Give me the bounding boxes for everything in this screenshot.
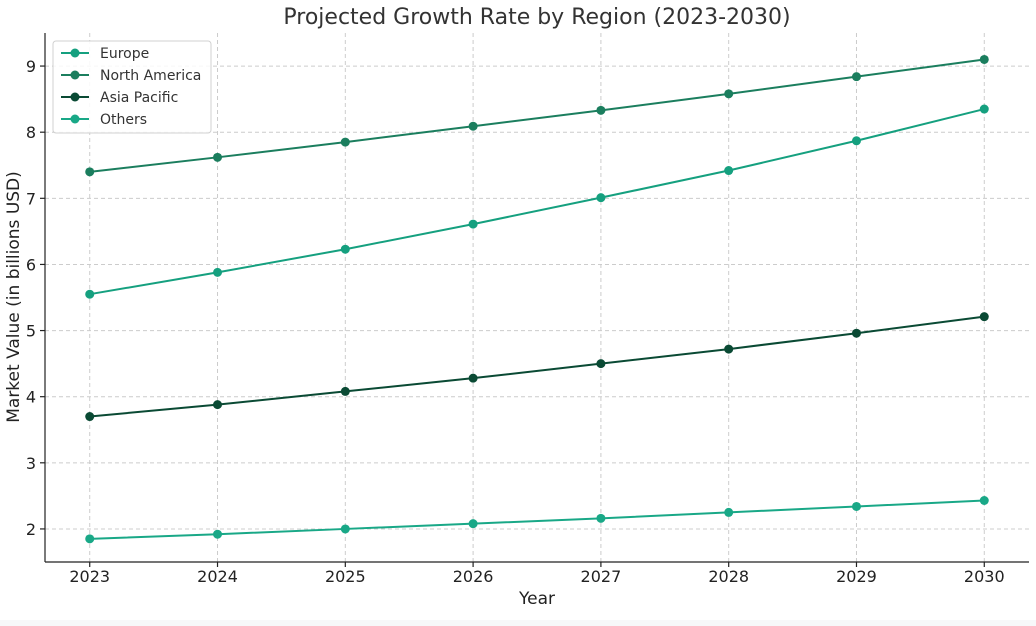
series-north-america xyxy=(85,54,989,177)
y-tick-label: 6 xyxy=(26,255,36,274)
series-europe xyxy=(85,104,989,299)
data-point-asia-pacific xyxy=(468,373,478,383)
data-point-north-america xyxy=(724,89,734,99)
legend-box xyxy=(52,40,212,134)
data-point-europe xyxy=(85,289,95,299)
series-others xyxy=(85,496,989,544)
data-point-others xyxy=(85,534,95,544)
data-point-north-america xyxy=(979,54,989,64)
data-point-others xyxy=(213,529,223,539)
series-line-europe xyxy=(89,108,985,296)
data-point-others xyxy=(979,496,989,506)
legend-label: Others xyxy=(100,112,147,128)
data-point-asia-pacific xyxy=(340,386,350,396)
legend-label: North America xyxy=(100,68,201,84)
x-axis-label: Year xyxy=(518,589,555,609)
data-point-europe xyxy=(340,244,350,254)
x-tick-label: 2024 xyxy=(197,567,238,586)
chart-title: Projected Growth Rate by Region (2023-20… xyxy=(283,5,790,30)
y-tick-label: 9 xyxy=(26,57,36,76)
data-point-north-america xyxy=(340,137,350,147)
y-tick-label: 7 xyxy=(26,189,36,208)
legend-item-asia-pacific: Asia Pacific xyxy=(61,90,178,106)
x-tick-label: 2028 xyxy=(708,567,749,586)
data-point-europe xyxy=(468,219,478,229)
data-point-others xyxy=(851,501,861,511)
x-tick-label: 2027 xyxy=(581,567,622,586)
series-line-asia-pacific xyxy=(89,315,985,418)
x-tick-label: 2025 xyxy=(325,567,366,586)
data-point-north-america xyxy=(596,105,606,115)
legend-swatch-marker xyxy=(70,92,80,102)
legend-label: Asia Pacific xyxy=(100,90,178,106)
y-tick-label: 5 xyxy=(26,322,36,341)
series-line-north-america xyxy=(89,58,985,173)
x-tick-label: 2029 xyxy=(836,567,877,586)
series-line-others xyxy=(89,499,985,540)
data-point-asia-pacific xyxy=(851,328,861,338)
x-tick-label: 2026 xyxy=(453,567,494,586)
data-point-europe xyxy=(724,166,734,176)
data-point-asia-pacific xyxy=(213,400,223,410)
legend: Europe North America Asia Pacific Others xyxy=(52,40,212,134)
axes xyxy=(40,33,1029,567)
y-tick-label: 2 xyxy=(26,520,36,539)
data-point-others xyxy=(340,524,350,534)
series-asia-pacific xyxy=(85,312,989,422)
data-point-europe xyxy=(979,104,989,114)
data-point-others xyxy=(596,513,606,523)
data-point-asia-pacific xyxy=(979,312,989,322)
legend-item-north-america: North America xyxy=(61,68,201,84)
data-point-europe xyxy=(213,267,223,277)
y-tick-label: 8 xyxy=(26,123,36,142)
data-point-asia-pacific xyxy=(85,412,95,422)
data-point-north-america xyxy=(468,121,478,131)
legend-label: Europe xyxy=(100,46,149,62)
data-point-asia-pacific xyxy=(724,344,734,354)
legend-item-europe: Europe xyxy=(61,46,149,62)
data-point-north-america xyxy=(851,72,861,82)
legend-item-others: Others xyxy=(61,112,147,128)
data-point-others xyxy=(724,507,734,517)
data-point-north-america xyxy=(213,152,223,162)
legend-swatch-marker xyxy=(70,48,80,58)
data-point-europe xyxy=(851,136,861,146)
legend-swatch-marker xyxy=(70,114,80,124)
data-point-europe xyxy=(596,193,606,203)
tick-labels: 2023 2024 2025 2026 2027 2028 2029 2030 2 3 4 5 6 7 8 9 xyxy=(26,57,1005,586)
data-point-others xyxy=(468,519,478,529)
y-tick-label: 3 xyxy=(26,454,36,473)
x-tick-label: 2030 xyxy=(964,567,1005,586)
series-lines xyxy=(85,54,989,544)
data-point-north-america xyxy=(85,167,95,177)
x-tick-label: 2023 xyxy=(69,567,110,586)
y-tick-label: 4 xyxy=(26,388,36,407)
data-point-asia-pacific xyxy=(596,359,606,369)
y-axis-label: Market Value (in billions USD) xyxy=(4,171,24,423)
legend-swatch-marker xyxy=(70,70,80,80)
